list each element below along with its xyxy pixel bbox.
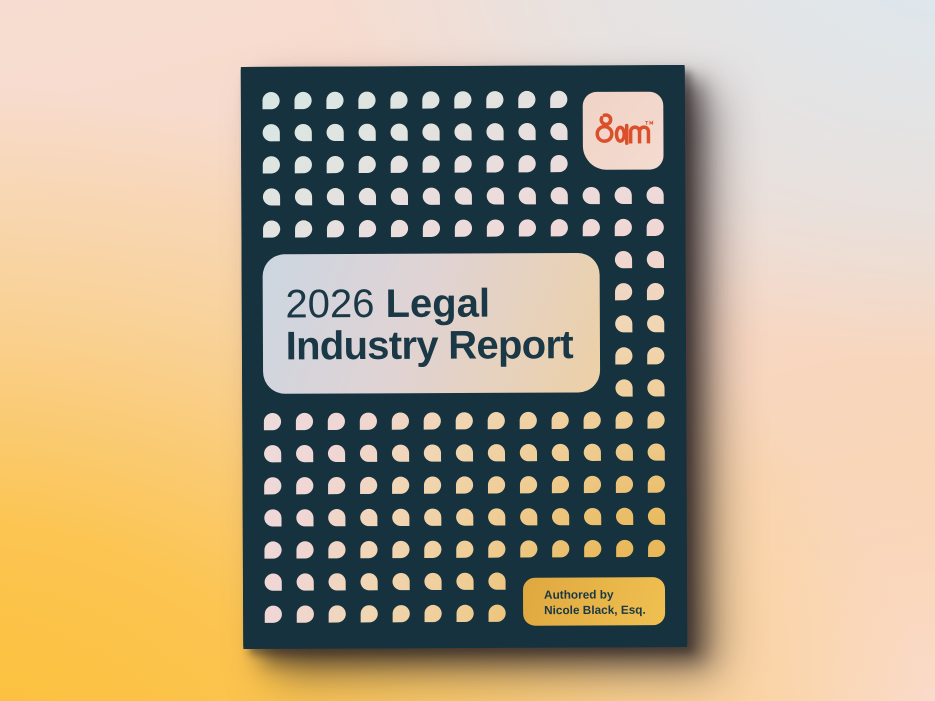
svg-text:Authored by: Authored by <box>544 587 614 601</box>
svg-text:Industry Report: Industry Report <box>286 323 574 368</box>
svg-text:2026 Legal: 2026 Legal <box>285 282 490 327</box>
svg-text:Nicole Black, Esq.: Nicole Black, Esq. <box>544 603 646 617</box>
